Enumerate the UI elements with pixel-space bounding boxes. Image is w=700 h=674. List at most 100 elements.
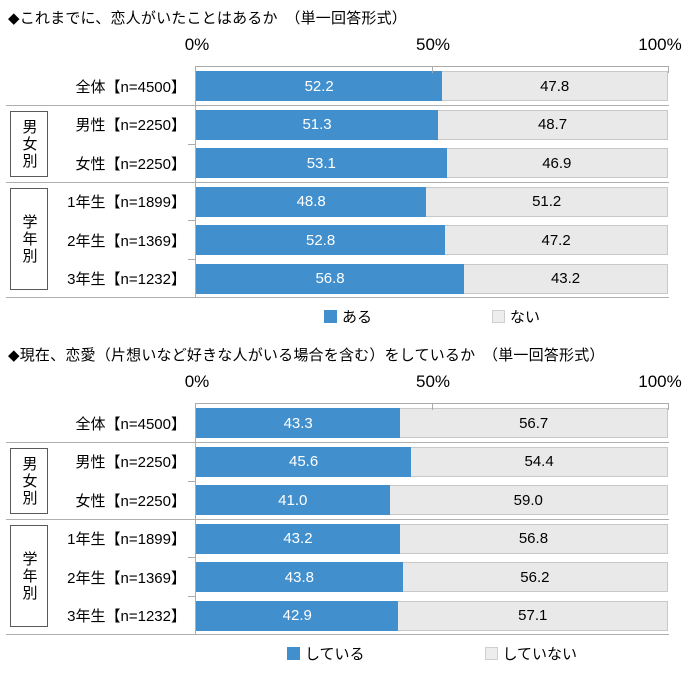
bar-track: 48.8 51.2 bbox=[196, 183, 668, 222]
row-label: 女性【n=2250】 bbox=[75, 492, 186, 510]
bar-track: 52.8 47.2 bbox=[196, 221, 668, 260]
bar-row-male: 男性【n=2250】 45.6 54.4 bbox=[0, 443, 700, 482]
legend-item-yes: している bbox=[286, 643, 365, 664]
bar-segment-yes: 53.1 bbox=[196, 148, 447, 179]
value-axis-line bbox=[195, 66, 669, 67]
bar-segment-no: 59.0 bbox=[389, 485, 668, 516]
axis-tick-label-100: 100% bbox=[638, 35, 682, 54]
legend-swatch-yes bbox=[286, 647, 300, 660]
bar-value-yes: 45.6 bbox=[289, 453, 319, 471]
legend: している していない bbox=[196, 643, 668, 664]
row-label: 3年生【n=1232】 bbox=[67, 271, 186, 289]
row-label: 女性【n=2250】 bbox=[75, 155, 186, 173]
bar-segment-yes: 52.8 bbox=[196, 225, 446, 256]
bar-track: 51.3 48.7 bbox=[196, 106, 668, 145]
bar-segment-no: 43.2 bbox=[464, 263, 668, 294]
group-label-grade: 学年別 bbox=[20, 213, 38, 265]
bar-value-yes: 43.8 bbox=[284, 568, 314, 586]
chart-ever-had-partner: ◆これまでに、恋人がいたことはあるか （単一回答形式） 0% 50% 100% … bbox=[0, 10, 700, 327]
bar-track: 56.8 43.2 bbox=[196, 260, 668, 299]
chart-title: ◆これまでに、恋人がいたことはあるか （単一回答形式） bbox=[8, 10, 407, 27]
category-tick bbox=[188, 481, 196, 482]
bar-value-no: 59.0 bbox=[513, 491, 543, 509]
row-label: 1年生【n=1899】 bbox=[67, 531, 186, 549]
axis-tick-label-0: 0% bbox=[184, 372, 210, 391]
bar-value-yes: 52.2 bbox=[304, 77, 334, 95]
bar-track: 45.6 54.4 bbox=[196, 443, 668, 482]
group-separator bbox=[6, 519, 669, 520]
bar-value-no: 43.2 bbox=[550, 270, 581, 288]
bar-segment-yes: 43.8 bbox=[196, 562, 403, 593]
group-box-gender: 男女別 bbox=[10, 448, 48, 514]
bar-value-no: 56.8 bbox=[518, 530, 549, 548]
legend-swatch-no bbox=[484, 647, 498, 660]
axis-tick-label-100: 100% bbox=[638, 372, 682, 391]
row-label: 男性【n=2250】 bbox=[75, 117, 186, 135]
bar-row-grade2: 2年生【n=1369】 43.8 56.2 bbox=[0, 558, 700, 597]
bar-value-yes: 53.1 bbox=[306, 154, 336, 172]
bar-track: 42.9 57.1 bbox=[196, 597, 668, 636]
bar-value-yes: 51.3 bbox=[302, 116, 332, 134]
bar-value-yes: 56.8 bbox=[315, 270, 345, 288]
group-separator bbox=[6, 182, 669, 183]
bar-track: 52.2 47.8 bbox=[196, 67, 668, 106]
bar-segment-yes: 48.8 bbox=[196, 186, 427, 217]
bar-track: 41.0 59.0 bbox=[196, 481, 668, 520]
group-separator bbox=[6, 297, 669, 298]
bar-segment-no: 48.7 bbox=[438, 109, 668, 140]
bar-segment-no: 54.4 bbox=[411, 446, 668, 477]
bar-value-no: 54.4 bbox=[524, 453, 554, 471]
bar-value-yes: 42.9 bbox=[282, 607, 312, 625]
axis-tick-label-50: 50% bbox=[415, 372, 451, 391]
group-separator bbox=[6, 442, 669, 443]
axis-tick-label-0: 0% bbox=[184, 35, 210, 54]
group-separator bbox=[6, 105, 669, 106]
legend-item-no: ない bbox=[492, 306, 540, 327]
bar-row-total: 全体【n=4500】 52.2 47.8 bbox=[0, 67, 700, 106]
category-tick bbox=[188, 144, 196, 145]
axis-tick-100 bbox=[668, 67, 669, 73]
bar-value-no: 51.2 bbox=[532, 193, 562, 211]
axis-tick-50 bbox=[432, 404, 433, 410]
bar-value-no: 47.2 bbox=[541, 231, 571, 249]
group-box-grade: 学年別 bbox=[10, 525, 48, 627]
category-tick bbox=[188, 596, 196, 597]
bar-value-yes: 48.8 bbox=[296, 193, 326, 211]
bar-segment-no: 51.2 bbox=[426, 186, 668, 217]
bar-row-grade1: 1年生【n=1899】 43.2 56.8 bbox=[0, 520, 700, 559]
bar-track: 43.3 56.7 bbox=[196, 404, 668, 443]
bar-value-no: 56.7 bbox=[519, 414, 549, 432]
group-box-grade: 学年別 bbox=[10, 188, 48, 290]
bar-segment-yes: 52.2 bbox=[196, 71, 443, 102]
row-label: 2年生【n=1369】 bbox=[67, 569, 186, 587]
bar-rows: 全体【n=4500】 43.3 56.7 男性【n=2250】 45.6 54.… bbox=[0, 404, 700, 635]
legend-item-no: していない bbox=[484, 643, 578, 664]
bar-segment-yes: 42.9 bbox=[196, 600, 399, 631]
bar-segment-no: 47.8 bbox=[442, 71, 668, 102]
bar-track: 53.1 46.9 bbox=[196, 144, 668, 183]
legend-label-yes: ある bbox=[341, 309, 372, 326]
row-label: 1年生【n=1899】 bbox=[67, 194, 186, 212]
bar-value-yes: 41.0 bbox=[278, 491, 308, 509]
row-label: 男性【n=2250】 bbox=[75, 454, 186, 472]
bar-segment-yes: 41.0 bbox=[196, 485, 390, 516]
bar-row-grade1: 1年生【n=1899】 48.8 51.2 bbox=[0, 183, 700, 222]
group-label-gender: 男女別 bbox=[20, 455, 38, 507]
bar-segment-no: 56.2 bbox=[402, 562, 668, 593]
bar-segment-yes: 43.3 bbox=[196, 408, 401, 439]
legend-swatch-yes bbox=[323, 310, 337, 323]
bar-segment-yes: 45.6 bbox=[196, 446, 412, 477]
category-tick bbox=[188, 557, 196, 558]
group-label-grade: 学年別 bbox=[20, 550, 38, 602]
bar-row-grade3: 3年生【n=1232】 56.8 43.2 bbox=[0, 260, 700, 299]
group-box-gender: 男女別 bbox=[10, 111, 48, 177]
value-axis-line bbox=[195, 403, 669, 404]
legend-item-yes: ある bbox=[323, 306, 372, 327]
category-tick bbox=[188, 220, 196, 221]
bar-value-no: 56.2 bbox=[520, 568, 550, 586]
bar-row-total: 全体【n=4500】 43.3 56.7 bbox=[0, 404, 700, 443]
bar-row-male: 男性【n=2250】 51.3 48.7 bbox=[0, 106, 700, 145]
legend-label-no: していない bbox=[502, 646, 578, 663]
bar-segment-no: 56.8 bbox=[399, 523, 668, 554]
legend-label-no: ない bbox=[510, 309, 541, 326]
